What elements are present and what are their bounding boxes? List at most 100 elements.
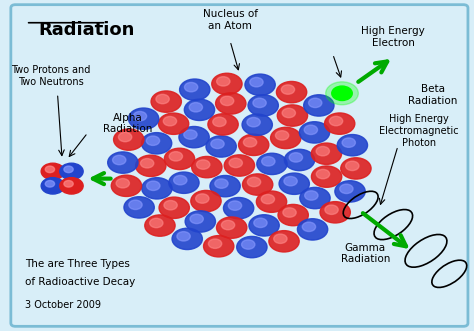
Circle shape (309, 98, 322, 108)
FancyBboxPatch shape (11, 5, 468, 326)
Circle shape (45, 180, 55, 187)
Circle shape (133, 112, 146, 121)
Circle shape (284, 176, 297, 186)
Circle shape (191, 157, 222, 178)
Circle shape (269, 231, 299, 252)
Circle shape (60, 163, 83, 180)
Circle shape (247, 118, 260, 127)
Circle shape (300, 187, 330, 209)
Text: Alpha
Radiation: Alpha Radiation (103, 113, 152, 134)
Circle shape (302, 222, 316, 231)
Circle shape (341, 158, 371, 179)
Circle shape (247, 177, 261, 187)
Circle shape (145, 215, 175, 236)
Circle shape (64, 180, 73, 187)
Circle shape (108, 152, 138, 173)
Circle shape (116, 178, 129, 188)
Circle shape (128, 108, 159, 129)
Circle shape (249, 215, 279, 236)
Circle shape (245, 74, 275, 95)
Circle shape (253, 98, 266, 108)
Circle shape (184, 99, 215, 120)
Circle shape (243, 138, 257, 147)
Circle shape (118, 132, 132, 142)
Circle shape (326, 82, 358, 105)
Circle shape (140, 159, 154, 168)
Circle shape (275, 131, 289, 140)
Circle shape (325, 205, 338, 214)
Circle shape (146, 136, 160, 145)
Circle shape (276, 81, 307, 103)
Circle shape (60, 178, 83, 194)
Circle shape (282, 108, 295, 118)
Circle shape (262, 157, 275, 166)
Text: Gamma
Radiation: Gamma Radiation (341, 243, 390, 264)
Circle shape (41, 163, 64, 180)
Circle shape (342, 138, 356, 147)
Circle shape (283, 208, 296, 217)
Circle shape (277, 105, 308, 126)
Text: High Energy
Electron: High Energy Electron (362, 26, 425, 48)
Circle shape (340, 184, 353, 194)
Circle shape (332, 86, 352, 101)
Text: Two Protons and
Two Neutrons: Two Protons and Two Neutrons (11, 65, 90, 87)
Text: Nucleus of
an Atom: Nucleus of an Atom (202, 9, 257, 31)
Circle shape (172, 228, 202, 250)
Circle shape (169, 172, 199, 193)
Circle shape (335, 181, 365, 202)
Circle shape (325, 113, 355, 134)
Circle shape (278, 205, 308, 226)
Circle shape (305, 191, 318, 200)
Text: The are Three Types: The are Three Types (25, 259, 130, 269)
Circle shape (191, 190, 221, 212)
Circle shape (209, 239, 222, 248)
Circle shape (311, 143, 342, 165)
Circle shape (289, 153, 302, 162)
Circle shape (221, 220, 235, 230)
Circle shape (273, 234, 287, 243)
Circle shape (250, 77, 263, 87)
Circle shape (124, 197, 154, 218)
Circle shape (228, 201, 242, 210)
Circle shape (346, 161, 359, 170)
Circle shape (242, 114, 273, 135)
Circle shape (159, 197, 190, 218)
Circle shape (151, 91, 182, 112)
Circle shape (217, 77, 230, 86)
Circle shape (164, 201, 177, 210)
Circle shape (179, 126, 209, 148)
Circle shape (217, 217, 247, 238)
Text: High Energy
Electromagnetic
Photon: High Energy Electromagnetic Photon (379, 115, 459, 148)
Text: Radiation: Radiation (39, 21, 135, 39)
Circle shape (248, 95, 278, 116)
Circle shape (136, 155, 166, 176)
Circle shape (254, 218, 267, 227)
Circle shape (224, 155, 255, 176)
Circle shape (164, 148, 195, 169)
Circle shape (213, 117, 226, 126)
Circle shape (150, 218, 163, 228)
Circle shape (146, 181, 160, 190)
Circle shape (177, 232, 190, 241)
Circle shape (180, 79, 210, 100)
Circle shape (311, 166, 342, 187)
Circle shape (212, 73, 242, 95)
Circle shape (316, 169, 329, 179)
Circle shape (208, 114, 238, 135)
Circle shape (114, 129, 144, 150)
Circle shape (169, 152, 182, 161)
Circle shape (256, 191, 287, 213)
Circle shape (129, 200, 142, 210)
Circle shape (281, 85, 295, 94)
Circle shape (185, 211, 216, 232)
Circle shape (196, 194, 209, 203)
Circle shape (112, 155, 126, 165)
Circle shape (41, 178, 64, 194)
Circle shape (220, 96, 234, 106)
Circle shape (215, 179, 228, 188)
Circle shape (337, 134, 367, 156)
Circle shape (223, 198, 254, 219)
Circle shape (206, 136, 237, 157)
Circle shape (216, 93, 246, 114)
Circle shape (211, 139, 224, 149)
